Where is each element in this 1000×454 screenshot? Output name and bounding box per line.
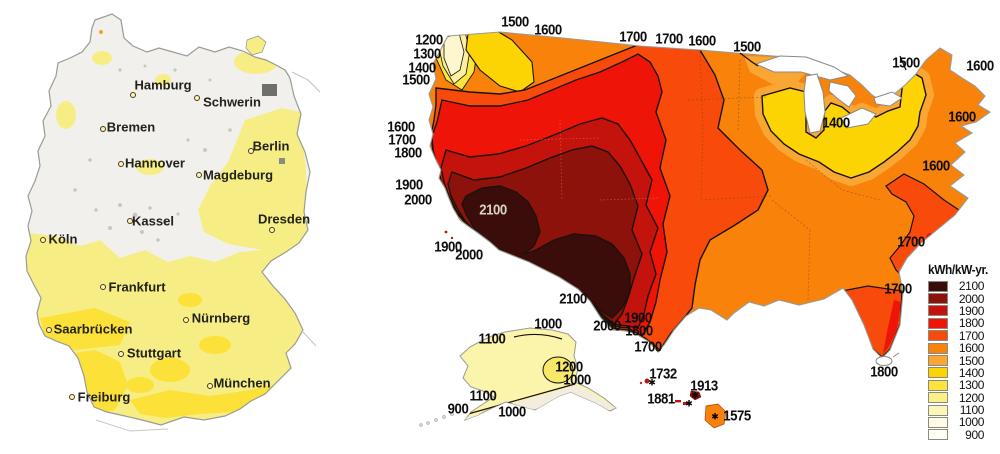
legend-row: 1000 — [928, 416, 998, 428]
legend-value: 1300 — [958, 378, 985, 393]
us-contour-bands — [429, 32, 990, 358]
legend-swatch — [928, 379, 948, 391]
florida-keys — [875, 356, 893, 366]
legend-row: 900 — [928, 429, 998, 441]
legend-swatch — [928, 367, 948, 379]
legend-value: 900 — [965, 427, 984, 442]
legend-value: 1800 — [958, 316, 985, 331]
legend-row: 1900 — [928, 305, 998, 317]
alaska — [419, 327, 617, 427]
legend-value: 1700 — [958, 328, 985, 343]
legend-title: kWh/kW-yr. — [928, 263, 988, 277]
legend-value: 1500 — [958, 353, 985, 368]
legend-swatch — [928, 429, 948, 441]
legend-value: 1900 — [958, 303, 985, 318]
legend-swatch — [928, 293, 948, 305]
legend-value: 2100 — [958, 279, 985, 294]
legend-row: 2100 — [928, 280, 998, 292]
legend-swatch — [928, 305, 948, 317]
legend-swatch — [928, 280, 948, 292]
legend-value: 1000 — [958, 415, 985, 430]
legend-swatch — [928, 342, 948, 354]
legend-row: 1600 — [928, 342, 998, 354]
legend-row: 1800 — [928, 317, 998, 329]
legend-swatch — [928, 392, 948, 404]
great-lakes — [754, 55, 903, 134]
legend-swatch — [928, 404, 948, 416]
legend-value: 1400 — [958, 365, 985, 380]
hawaii — [639, 378, 727, 429]
legend-row: 1500 — [928, 353, 998, 368]
legend-row: 2000 — [928, 291, 998, 306]
legend-swatch — [928, 416, 948, 428]
color-scale-legend: kWh/kW-yr. 2100 2000 1900 1800 1700 1600 1500 1… — [928, 263, 998, 441]
germany-fill-layers — [26, 14, 310, 425]
germany-solar-map — [25, 13, 321, 432]
legend-value: 1100 — [959, 403, 985, 418]
legend-row: 1700 — [928, 330, 998, 342]
legend-swatch — [928, 317, 948, 329]
legend-value: 1600 — [958, 341, 985, 356]
legend-rows: 2100 2000 1900 1800 1700 1600 1500 1400 1300 1200… — [928, 280, 998, 441]
legend-value: 1200 — [958, 390, 985, 405]
legend-row: 1200 — [928, 392, 998, 404]
us-outline — [428, 31, 992, 359]
channel-islands — [444, 230, 461, 245]
legend-row: 1100 — [928, 404, 998, 416]
legend-row: 1300 — [928, 379, 998, 391]
legend-swatch — [928, 330, 948, 342]
us-solar-map — [419, 31, 992, 429]
legend-swatch — [928, 355, 948, 367]
legend-value: 2000 — [958, 291, 985, 306]
ruegen-island — [245, 35, 267, 56]
germany-outline — [25, 13, 311, 426]
legend-row: 1400 — [928, 367, 998, 379]
